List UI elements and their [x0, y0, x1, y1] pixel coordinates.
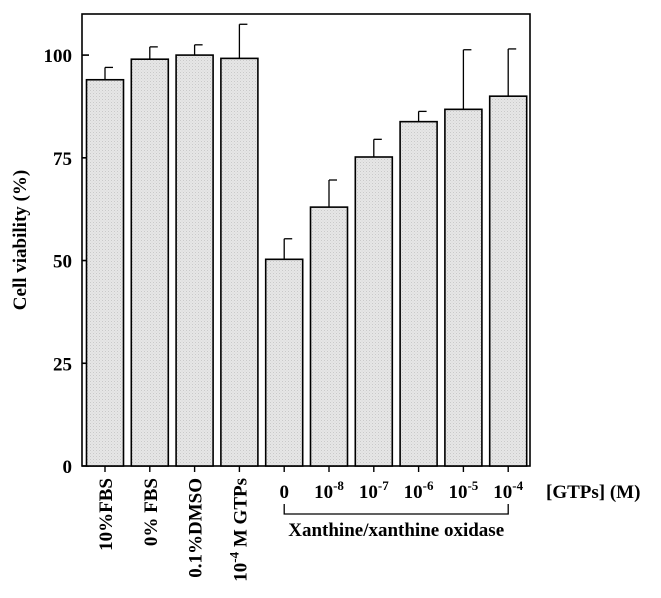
group-label: Xanthine/xanthine oxidase	[288, 520, 504, 541]
bar	[220, 57, 259, 467]
bar	[399, 120, 438, 467]
plot-frame	[81, 13, 531, 467]
x-category-label: 0	[279, 482, 289, 503]
bar	[175, 54, 214, 467]
x-category-label: 10-6	[404, 478, 434, 503]
bar	[130, 58, 170, 467]
bar	[264, 258, 304, 467]
y-tick-label: 75	[53, 149, 72, 170]
x-category-label: 0% FBS	[141, 478, 162, 546]
bar	[488, 95, 528, 467]
group-bracket	[283, 504, 509, 515]
x-category-label: 10%FBS	[96, 478, 117, 551]
x-category-label: 10-7	[359, 478, 389, 503]
x-category-label: 10-4	[493, 478, 523, 503]
bar	[85, 78, 125, 467]
y-tick-label: 0	[63, 457, 73, 478]
x-category-label: 0.1%DMSO	[186, 478, 207, 578]
x-category-label: 10-5	[448, 478, 478, 503]
y-axis-title: Cell viability (%)	[10, 170, 31, 310]
y-tick-label: 25	[53, 354, 72, 375]
x-category-label: 10-4 M GTPs	[226, 478, 251, 582]
bar	[444, 108, 483, 467]
bar	[354, 156, 394, 467]
concentration-label: [GTPs] (M)	[546, 482, 640, 503]
y-tick-label: 50	[53, 252, 72, 273]
y-tick-label: 100	[44, 46, 73, 67]
bar	[309, 206, 349, 467]
x-category-label: 10-8	[314, 478, 344, 503]
